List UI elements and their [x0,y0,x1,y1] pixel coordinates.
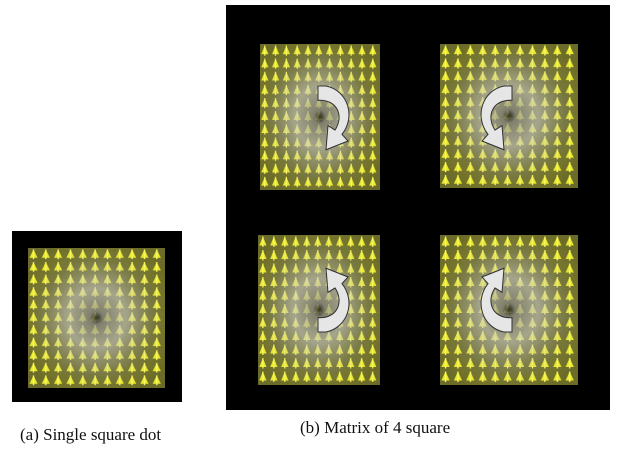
figure: (a) Single square dot (b) Matrix of 4 sq… [0,0,617,454]
caption: (a) Single square dot [20,425,161,445]
panel-b-image [226,5,610,410]
caption: (b) Matrix of 4 square [300,418,450,438]
figure-graphics [0,0,617,454]
panel-a-image [12,231,182,402]
